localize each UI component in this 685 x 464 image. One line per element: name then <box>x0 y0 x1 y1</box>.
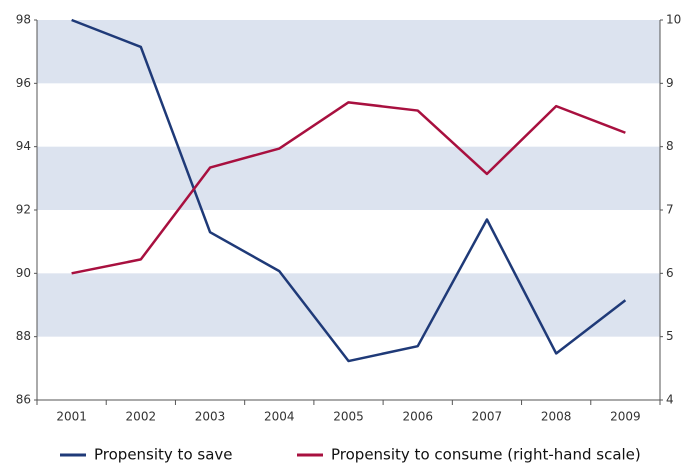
line-series <box>71 101 626 275</box>
x-tick-label: 2004 <box>264 410 295 424</box>
band <box>37 20 660 84</box>
y2-tick-label: 7 <box>666 203 674 217</box>
y2-tick-label: 9 <box>666 76 674 90</box>
y-tick-label: 88 <box>16 329 31 343</box>
y2-tick-label: 5 <box>666 329 674 343</box>
legend-text: Propensity to save <box>94 446 233 464</box>
y-tick-label: 98 <box>16 13 31 27</box>
x-tick-label: 2009 <box>610 410 641 424</box>
x-tick-label: 2008 <box>541 410 572 424</box>
x-tick-label: 2001 <box>56 410 87 424</box>
legend-text: Propensity to consume (right-hand scale) <box>331 446 641 464</box>
x-tick-label: 2006 <box>402 410 433 424</box>
x-tick-label: 2007 <box>472 410 503 424</box>
line-series <box>71 18 627 363</box>
x-tick-label: 2003 <box>195 410 226 424</box>
y2-tick-label: 4 <box>666 393 674 407</box>
y-tick-label: 96 <box>16 76 31 90</box>
y-tick-label: 92 <box>16 203 31 217</box>
band <box>37 273 660 337</box>
y-tick-label: 86 <box>16 393 31 407</box>
x-tick-label: 2002 <box>126 410 157 424</box>
y2-tick-label: 10 <box>666 13 681 27</box>
y2-tick-label: 6 <box>666 266 674 280</box>
y-tick-label: 94 <box>16 139 31 153</box>
band <box>37 146 660 210</box>
y-tick-label: 90 <box>16 266 31 280</box>
y2-tick-label: 8 <box>666 139 674 153</box>
x-tick-label: 2005 <box>333 410 364 424</box>
